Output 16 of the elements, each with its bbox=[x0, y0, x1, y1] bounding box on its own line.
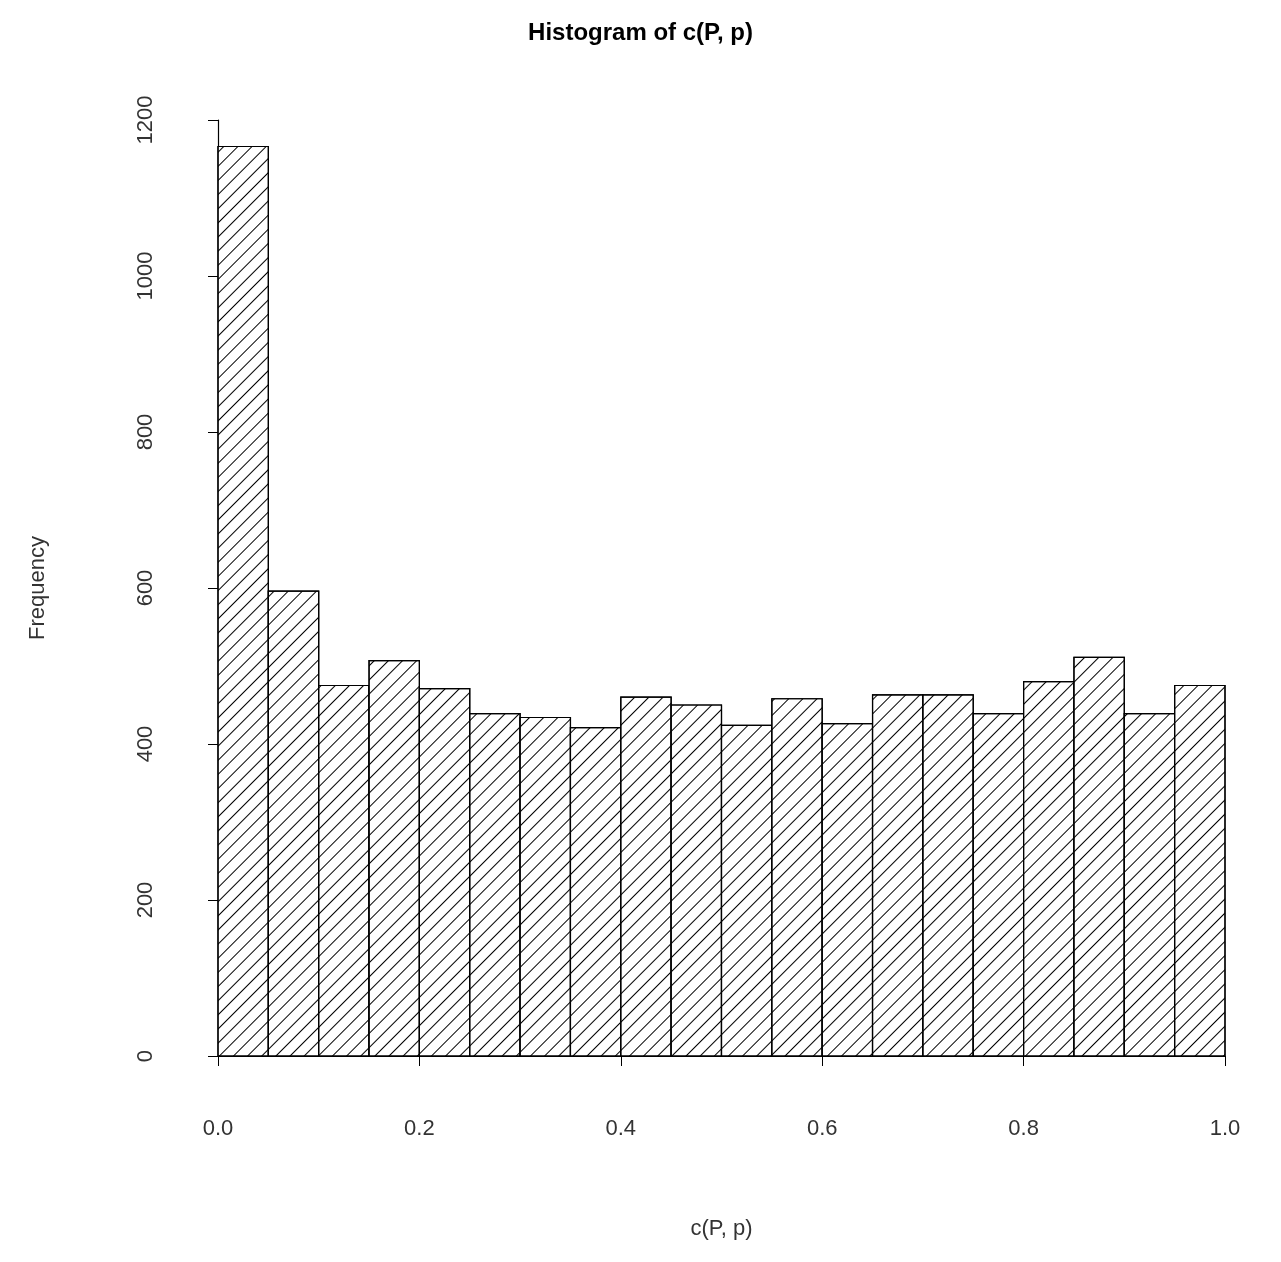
x-axis-title: c(P, p) bbox=[690, 1214, 753, 1240]
chart-title: Histogram of c(P, p) bbox=[528, 17, 753, 45]
y-tick-label: 600 bbox=[131, 569, 157, 607]
x-tick-label: 0.6 bbox=[806, 1114, 838, 1140]
y-tick-label: 800 bbox=[131, 413, 157, 451]
x-tick-label: 0.8 bbox=[1008, 1114, 1039, 1140]
y-tick-label: 0 bbox=[131, 1049, 157, 1063]
y-axis-title: Frequency bbox=[23, 536, 49, 640]
x-tick-label: 1.0 bbox=[1209, 1114, 1241, 1140]
x-tick-label: 0.0 bbox=[202, 1114, 234, 1140]
y-tick-label: 400 bbox=[131, 725, 157, 763]
x-tick-label: 0.4 bbox=[605, 1114, 637, 1140]
y-tick-label: 200 bbox=[131, 881, 157, 919]
x-tick-label: 0.2 bbox=[404, 1114, 435, 1140]
y-tick-label: 1200 bbox=[131, 95, 157, 145]
y-tick-label: 1000 bbox=[131, 251, 157, 301]
